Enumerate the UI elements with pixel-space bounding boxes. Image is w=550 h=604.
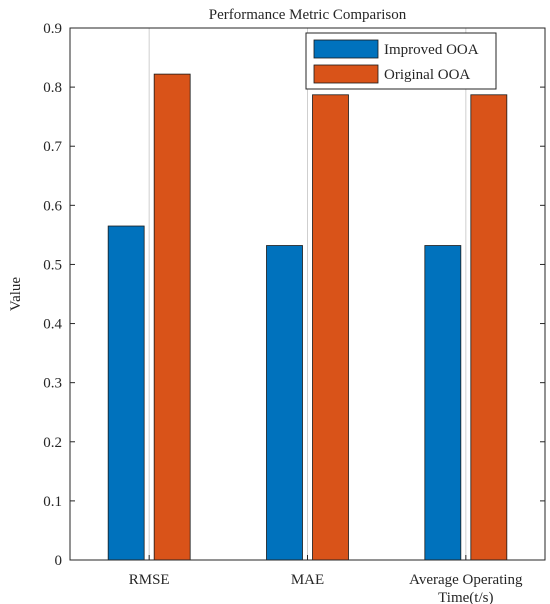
x-tick-label: RMSE	[129, 572, 170, 588]
x-tick-label: MAE	[291, 572, 324, 588]
grid-lines	[148, 28, 467, 560]
y-tick-label: 0.7	[43, 139, 62, 155]
y-tick-label: 0.2	[43, 435, 62, 451]
bar-original-ooa	[470, 94, 508, 561]
y-tick-label: 0.3	[43, 376, 62, 392]
legend-label: Improved OOA	[384, 42, 479, 58]
legend-swatch	[313, 64, 379, 84]
x-tick-label: Time(t/s)	[438, 590, 493, 604]
y-tick-label: 0.8	[43, 80, 62, 96]
y-tick-label: 0	[55, 553, 63, 569]
x-axis: RMSE MAE Average Operating Time(t/s)	[129, 555, 523, 604]
legend-label: Original OOA	[384, 67, 470, 83]
bar-improved-ooa	[424, 245, 462, 561]
legend-swatch	[313, 39, 379, 59]
bars	[107, 73, 508, 561]
y-tick-label: 0.5	[43, 257, 62, 273]
bar-improved-ooa	[107, 225, 145, 561]
y-tick-label: 0.1	[43, 494, 62, 510]
bar-improved-ooa	[266, 245, 303, 561]
y-tick-label: 0.4	[43, 317, 62, 333]
y-axis: 0 0.1 0.2 0.3 0.4 0.5 0.6 0.7 0.8 0.9	[43, 21, 545, 569]
x-tick-label: Average Operating	[409, 572, 523, 588]
y-tick-label: 0.9	[43, 21, 62, 37]
y-axis-label: Value	[8, 277, 24, 311]
bar-original-ooa	[312, 94, 349, 561]
chart-title: Performance Metric Comparison	[209, 7, 407, 23]
bar-original-ooa	[153, 73, 191, 561]
y-tick-label: 0.6	[43, 198, 62, 214]
legend: Improved OOA Original OOA	[305, 32, 497, 90]
